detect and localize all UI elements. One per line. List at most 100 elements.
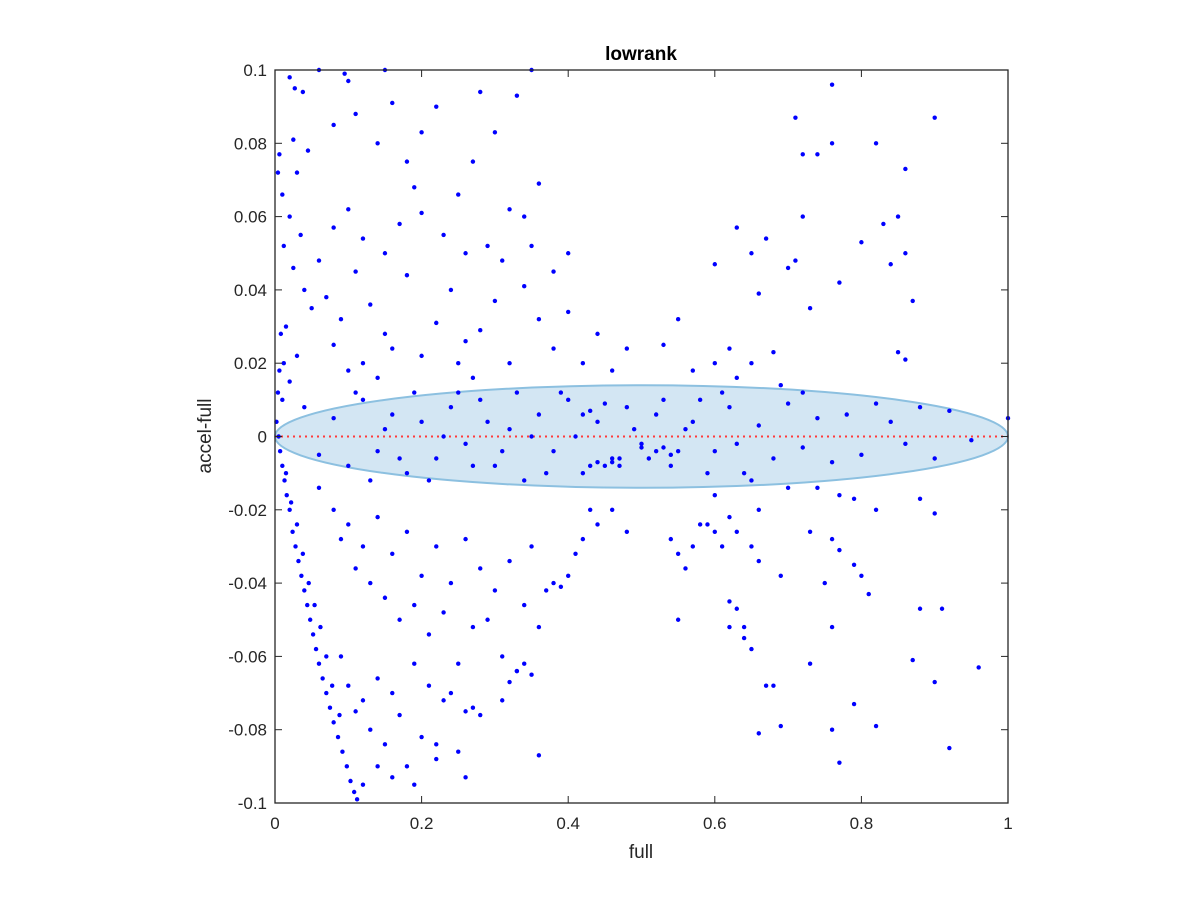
data-point bbox=[360, 361, 366, 366]
data-point bbox=[507, 207, 512, 212]
y-tick-label: 0.1 bbox=[243, 61, 267, 80]
data-point bbox=[305, 148, 311, 153]
data-point bbox=[331, 122, 336, 128]
data-point bbox=[895, 214, 901, 219]
data-point bbox=[500, 448, 505, 454]
y-tick-label: -0.08 bbox=[228, 721, 267, 740]
data-point bbox=[551, 346, 556, 351]
data-point bbox=[822, 580, 827, 586]
data-point bbox=[939, 606, 945, 611]
data-point bbox=[316, 661, 322, 666]
data-point bbox=[277, 368, 282, 373]
data-point bbox=[353, 111, 358, 117]
data-point bbox=[441, 698, 446, 703]
data-point bbox=[807, 529, 813, 534]
data-point bbox=[302, 287, 307, 293]
data-point bbox=[873, 141, 879, 146]
data-point bbox=[815, 415, 820, 421]
data-point bbox=[492, 130, 498, 135]
data-point bbox=[675, 617, 681, 622]
data-point bbox=[829, 82, 835, 87]
data-point bbox=[800, 214, 805, 219]
x-tick-label: 0.4 bbox=[556, 814, 580, 833]
data-point bbox=[815, 152, 820, 157]
data-point bbox=[456, 749, 461, 754]
data-point bbox=[507, 426, 512, 432]
data-point bbox=[492, 463, 498, 469]
data-point bbox=[837, 547, 842, 553]
data-point bbox=[390, 775, 395, 780]
data-point bbox=[456, 661, 461, 666]
data-point bbox=[771, 683, 776, 688]
data-point bbox=[551, 580, 556, 586]
data-point bbox=[329, 683, 335, 688]
data-point bbox=[785, 485, 791, 491]
data-point bbox=[448, 287, 454, 293]
data-point bbox=[727, 514, 732, 520]
data-point bbox=[404, 529, 410, 534]
data-point bbox=[675, 317, 681, 322]
data-point bbox=[800, 390, 805, 395]
data-point bbox=[771, 456, 776, 461]
data-point bbox=[470, 375, 476, 381]
data-point bbox=[419, 419, 424, 425]
data-point bbox=[353, 566, 358, 571]
data-point bbox=[514, 668, 520, 674]
data-point bbox=[404, 273, 410, 278]
data-point bbox=[895, 350, 901, 355]
data-point bbox=[299, 573, 304, 578]
data-point bbox=[727, 346, 732, 351]
data-point bbox=[360, 397, 366, 403]
data-point bbox=[291, 137, 296, 142]
data-point bbox=[514, 93, 520, 98]
data-point bbox=[529, 544, 534, 549]
data-point bbox=[639, 445, 644, 450]
data-point bbox=[335, 734, 341, 740]
data-point bbox=[558, 584, 564, 589]
data-point bbox=[456, 390, 461, 395]
data-point bbox=[293, 544, 298, 549]
data-point bbox=[448, 404, 454, 410]
data-point bbox=[624, 529, 630, 534]
data-point bbox=[727, 599, 732, 604]
data-point bbox=[280, 397, 285, 403]
data-point bbox=[763, 683, 769, 688]
data-point bbox=[866, 591, 871, 597]
data-point bbox=[969, 437, 974, 443]
data-point bbox=[390, 551, 395, 556]
data-point bbox=[829, 141, 835, 146]
data-point bbox=[404, 159, 410, 164]
data-point bbox=[382, 595, 388, 600]
data-point bbox=[412, 390, 417, 395]
data-point bbox=[734, 441, 739, 447]
x-axis-label: full bbox=[629, 842, 653, 863]
data-point bbox=[749, 646, 754, 652]
x-axis-ticks: 0 0.2 0.4 0.6 0.8 1 bbox=[270, 70, 1013, 833]
data-point bbox=[536, 317, 542, 322]
data-point bbox=[837, 492, 842, 498]
data-point bbox=[631, 426, 637, 432]
data-point bbox=[917, 606, 923, 611]
data-point bbox=[470, 463, 476, 469]
data-point bbox=[683, 566, 688, 571]
data-point bbox=[284, 492, 289, 498]
data-point bbox=[609, 459, 615, 465]
data-point bbox=[807, 661, 813, 666]
data-point bbox=[903, 357, 908, 362]
y-tick-label: -0.06 bbox=[228, 647, 267, 666]
data-point bbox=[697, 522, 703, 527]
data-point bbox=[587, 507, 593, 512]
data-point bbox=[478, 397, 483, 403]
data-point bbox=[690, 368, 696, 373]
data-point bbox=[375, 764, 380, 769]
data-point bbox=[441, 610, 446, 615]
data-point bbox=[282, 478, 287, 483]
data-point bbox=[419, 353, 424, 359]
data-point bbox=[375, 141, 380, 146]
data-point bbox=[283, 324, 289, 329]
data-point bbox=[741, 470, 747, 476]
chart-title: lowrank bbox=[605, 44, 677, 65]
data-point bbox=[278, 331, 284, 337]
data-point bbox=[522, 661, 527, 666]
